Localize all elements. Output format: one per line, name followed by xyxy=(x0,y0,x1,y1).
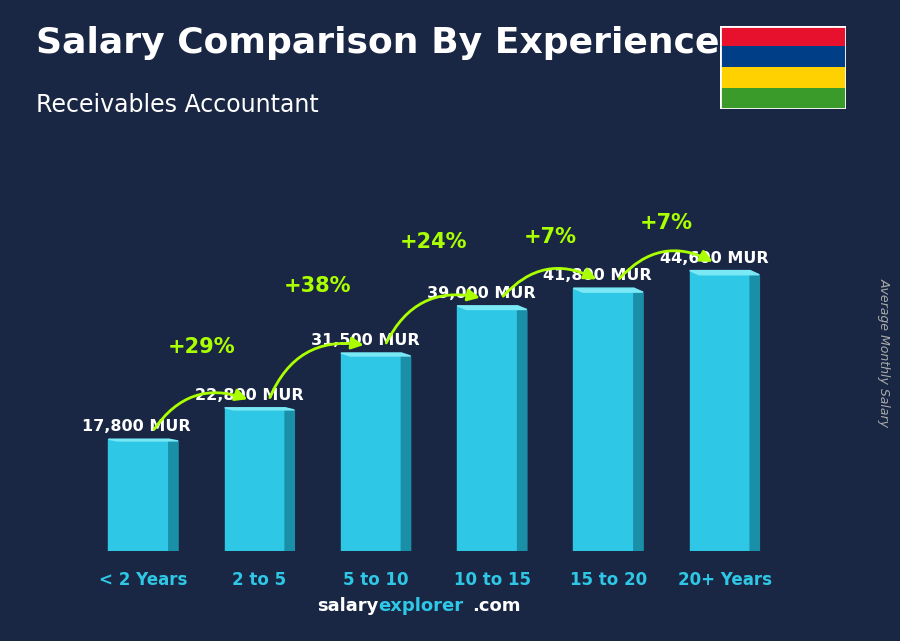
Text: < 2 Years: < 2 Years xyxy=(99,571,187,589)
Text: +24%: +24% xyxy=(400,232,468,253)
Polygon shape xyxy=(169,439,178,551)
Text: .com: .com xyxy=(472,597,521,615)
Text: 44,600 MUR: 44,600 MUR xyxy=(660,251,769,265)
Polygon shape xyxy=(573,288,643,292)
Text: 17,800 MUR: 17,800 MUR xyxy=(82,419,191,434)
Text: 39,000 MUR: 39,000 MUR xyxy=(428,286,536,301)
Polygon shape xyxy=(634,288,643,551)
Polygon shape xyxy=(401,353,410,551)
Bar xyxy=(573,288,634,551)
Text: 5 to 10: 5 to 10 xyxy=(343,571,409,589)
Text: Average Monthly Salary: Average Monthly Salary xyxy=(878,278,890,427)
Polygon shape xyxy=(341,353,410,356)
Text: 2 to 5: 2 to 5 xyxy=(232,571,286,589)
Polygon shape xyxy=(750,271,760,551)
Text: +7%: +7% xyxy=(640,213,693,233)
Text: +29%: +29% xyxy=(167,337,235,358)
FancyBboxPatch shape xyxy=(720,46,846,67)
Text: 20+ Years: 20+ Years xyxy=(678,571,771,589)
Bar xyxy=(225,408,285,551)
Bar xyxy=(457,306,518,551)
Text: explorer: explorer xyxy=(378,597,464,615)
Polygon shape xyxy=(285,408,294,551)
Text: 15 to 20: 15 to 20 xyxy=(570,571,647,589)
Text: Receivables Accountant: Receivables Accountant xyxy=(36,93,319,117)
Text: salary: salary xyxy=(317,597,378,615)
Text: 10 to 15: 10 to 15 xyxy=(454,571,530,589)
Text: +7%: +7% xyxy=(524,228,577,247)
FancyBboxPatch shape xyxy=(720,26,846,46)
Polygon shape xyxy=(108,439,178,441)
Polygon shape xyxy=(225,408,294,410)
Polygon shape xyxy=(689,271,760,275)
Text: 22,800 MUR: 22,800 MUR xyxy=(194,388,303,403)
Text: +38%: +38% xyxy=(284,276,351,296)
FancyBboxPatch shape xyxy=(720,67,846,88)
Bar xyxy=(341,353,401,551)
Bar xyxy=(689,271,750,551)
Text: 31,500 MUR: 31,500 MUR xyxy=(311,333,419,348)
Text: 41,800 MUR: 41,800 MUR xyxy=(544,268,652,283)
Polygon shape xyxy=(457,306,526,310)
Text: Salary Comparison By Experience: Salary Comparison By Experience xyxy=(36,26,719,60)
Bar xyxy=(108,439,169,551)
Polygon shape xyxy=(518,306,526,551)
FancyBboxPatch shape xyxy=(720,88,846,109)
